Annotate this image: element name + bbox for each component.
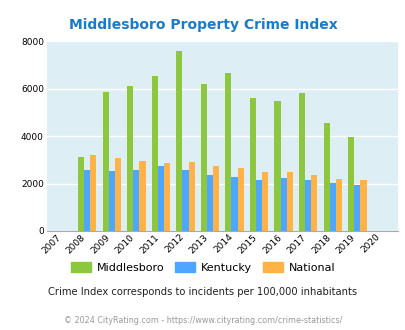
Bar <box>335 179 341 231</box>
Bar <box>84 170 90 231</box>
Bar <box>164 163 170 231</box>
Bar <box>274 101 280 231</box>
Bar <box>225 73 231 231</box>
Bar <box>249 98 256 231</box>
Bar <box>231 177 237 231</box>
Bar <box>188 162 194 231</box>
Bar <box>237 168 243 231</box>
Bar <box>133 170 139 231</box>
Bar <box>182 170 188 231</box>
Bar <box>139 161 145 231</box>
Bar <box>262 172 268 231</box>
Bar <box>78 157 84 231</box>
Bar <box>115 158 121 231</box>
Bar <box>207 175 213 231</box>
Bar <box>102 92 109 231</box>
Bar <box>280 178 286 231</box>
Bar <box>323 123 329 231</box>
Bar <box>360 180 366 231</box>
Bar <box>329 183 335 231</box>
Bar <box>90 155 96 231</box>
Bar <box>200 84 207 231</box>
Bar <box>176 51 182 231</box>
Bar <box>213 167 219 231</box>
Bar <box>311 175 317 231</box>
Bar <box>286 172 292 231</box>
Text: Crime Index corresponds to incidents per 100,000 inhabitants: Crime Index corresponds to incidents per… <box>48 287 357 297</box>
Bar <box>151 76 158 231</box>
Bar <box>347 137 354 231</box>
Bar <box>354 185 360 231</box>
Bar <box>158 167 164 231</box>
Bar <box>127 86 133 231</box>
Bar <box>109 171 115 231</box>
Bar <box>305 181 311 231</box>
Text: Middlesboro Property Crime Index: Middlesboro Property Crime Index <box>68 18 337 32</box>
Legend: Middlesboro, Kentucky, National: Middlesboro, Kentucky, National <box>66 258 339 278</box>
Bar <box>256 180 262 231</box>
Bar <box>298 93 305 231</box>
Text: © 2024 CityRating.com - https://www.cityrating.com/crime-statistics/: © 2024 CityRating.com - https://www.city… <box>64 315 341 325</box>
